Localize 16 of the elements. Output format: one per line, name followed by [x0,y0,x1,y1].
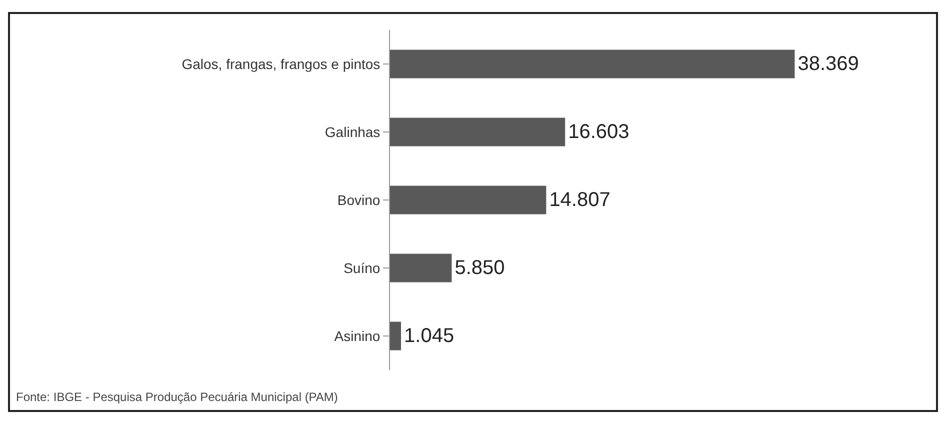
source-note: Fonte: IBGE - Pesquisa Produção Pecuária Municipal (PAM) [16,390,338,404]
data-label: 38.369 [798,53,859,75]
y-tick-label: Suíno [344,260,380,276]
y-tick-label: Asinino [334,328,380,344]
bar [390,254,452,282]
bar [390,118,566,146]
y-tick-label: Bovino [337,192,380,208]
data-label: 14.807 [549,189,610,211]
data-label: 1.045 [404,325,454,347]
data-label: 16.603 [568,121,630,143]
data-label: 5.850 [454,257,505,279]
bar [390,322,402,350]
bar [390,50,795,78]
y-tick-label: Galinhas [324,124,380,140]
bar [390,186,546,214]
y-tick-label: Galos, frangas, frangos e pintos [182,56,380,72]
